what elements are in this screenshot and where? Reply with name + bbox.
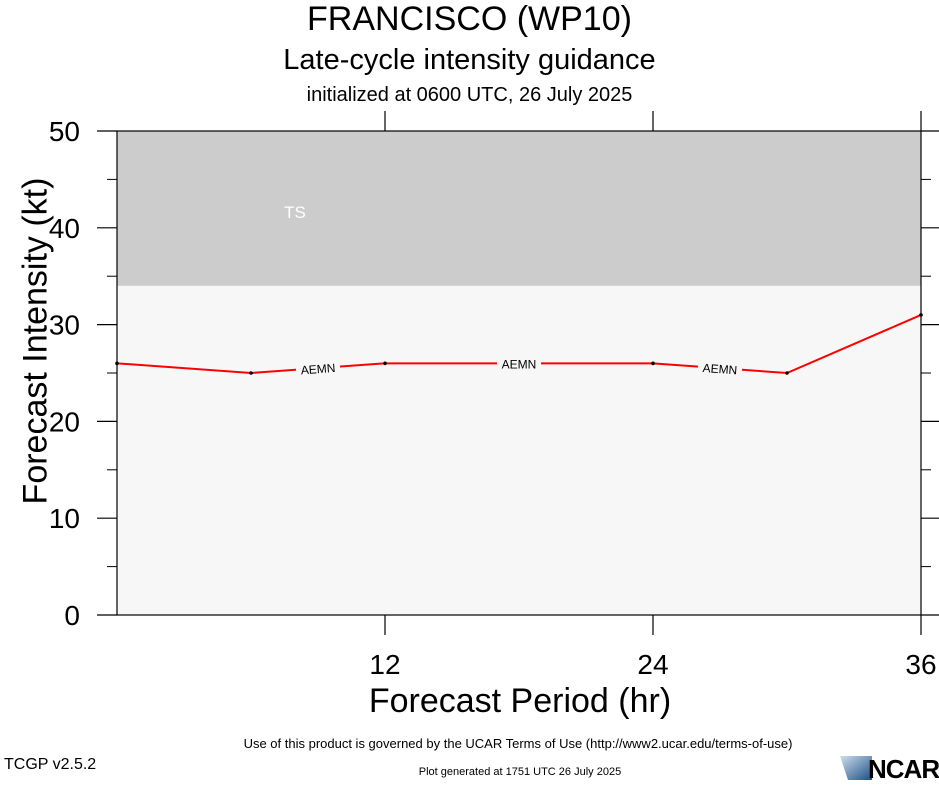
y-tick-label: 10	[49, 503, 80, 534]
x-tick-label: 36	[905, 649, 936, 680]
y-tick-label: 30	[49, 310, 80, 341]
series-label-text: AEMN	[702, 361, 738, 377]
version-label: TCGP v2.5.2	[4, 756, 97, 773]
ncar-logo: NCAR	[838, 754, 939, 784]
intensity-band-ts	[117, 131, 921, 286]
series-label-text: AEMN	[300, 361, 336, 377]
chart-subtitle: Late-cycle intensity guidance	[283, 44, 656, 76]
series-inline-label: AEMN	[697, 358, 743, 378]
series-label-background	[497, 355, 541, 372]
x-tick-label: 24	[637, 649, 668, 680]
series-label-text: AEMN	[502, 357, 537, 371]
series-label-background	[295, 358, 341, 378]
y-tick-label: 0	[64, 600, 80, 631]
series-point	[249, 371, 253, 375]
series-point	[651, 361, 655, 366]
plot-frame	[116, 130, 922, 616]
series-point	[383, 361, 387, 366]
ncar-logo-mark-icon	[840, 756, 872, 780]
initialization-time: initialized at 0600 UTC, 26 July 2025	[306, 84, 633, 106]
series-inline-label: AEMN	[497, 355, 541, 372]
chart-title: FRANCISCO (WP10)	[307, 0, 632, 38]
intensity-band-below-ts	[117, 285, 921, 615]
series-point	[785, 371, 789, 375]
generated-timestamp: Plot generated at 1751 UTC 26 July 2025	[418, 766, 622, 778]
ncar-logo-text: NCAR	[868, 754, 939, 784]
series-inline-label: AEMN	[295, 358, 341, 378]
x-axis-label: Forecast Period (hr)	[368, 682, 672, 720]
series-label-background	[697, 358, 743, 378]
y-axis-label: Forecast Intensity (kt)	[16, 177, 55, 505]
y-tick-label: 40	[49, 213, 80, 244]
y-tick-label: 50	[49, 116, 80, 147]
y-tick-label: 20	[49, 406, 80, 437]
x-tick-label: 12	[369, 649, 400, 680]
terms-of-use-note: Use of this product is governed by the U…	[243, 736, 793, 751]
band-label-ts: TS	[284, 203, 306, 222]
